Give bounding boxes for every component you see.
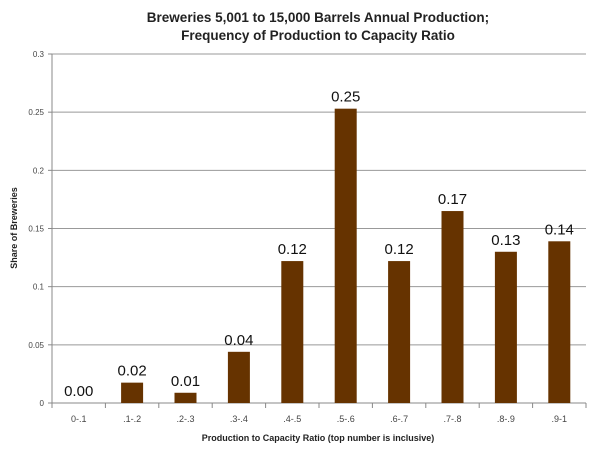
x-tick-label: .3-.4 (230, 414, 248, 424)
data-label: 0.17 (438, 191, 467, 208)
x-axis-label: Production to Capacity Ratio (top number… (202, 433, 435, 443)
x-tick-label: .4-.5 (283, 414, 301, 424)
x-tick-label: .1-.2 (123, 414, 141, 424)
x-tick-label: .5-.6 (337, 414, 355, 424)
x-tick-label: .8-.9 (497, 414, 515, 424)
data-label: 0.01 (171, 373, 200, 390)
y-tick-label: 0.1 (33, 283, 45, 292)
x-tick-label: 0-.1 (71, 414, 87, 424)
data-label: 0.12 (384, 241, 413, 258)
bar (227, 351, 250, 403)
y-axis-label: Share of Breweries (9, 187, 19, 269)
bar (121, 382, 144, 403)
data-label: 0.14 (545, 221, 574, 238)
data-label: 0.02 (117, 363, 146, 380)
bar (174, 392, 197, 403)
chart-title-line-2: Frequency of Production to Capacity Rati… (181, 28, 455, 43)
data-label: 0.25 (331, 89, 360, 106)
data-label: 0.13 (491, 232, 520, 249)
y-tick-label: 0 (40, 399, 45, 408)
bar (281, 261, 304, 403)
bar (441, 211, 464, 403)
x-tick-label: .9-1 (552, 414, 568, 424)
y-tick-label: 0.15 (28, 225, 44, 234)
bar (388, 261, 411, 403)
y-tick-label: 0.2 (33, 166, 45, 175)
data-label: 0.04 (224, 332, 253, 349)
y-tick-label: 0.25 (28, 108, 44, 117)
x-tick-label: .7-.8 (443, 414, 461, 424)
bar (494, 251, 517, 403)
data-label: 0.00 (64, 383, 93, 400)
y-tick-label: 0.05 (28, 341, 44, 350)
x-tick-label: .2-.3 (176, 414, 194, 424)
y-tick-label: 0.3 (33, 50, 45, 59)
chart-title-line-1: Breweries 5,001 to 15,000 Barrels Annual… (147, 10, 489, 25)
data-label: 0.12 (278, 241, 307, 258)
x-tick-label: .6-.7 (390, 414, 408, 424)
bar (548, 241, 571, 403)
bar (334, 108, 357, 403)
